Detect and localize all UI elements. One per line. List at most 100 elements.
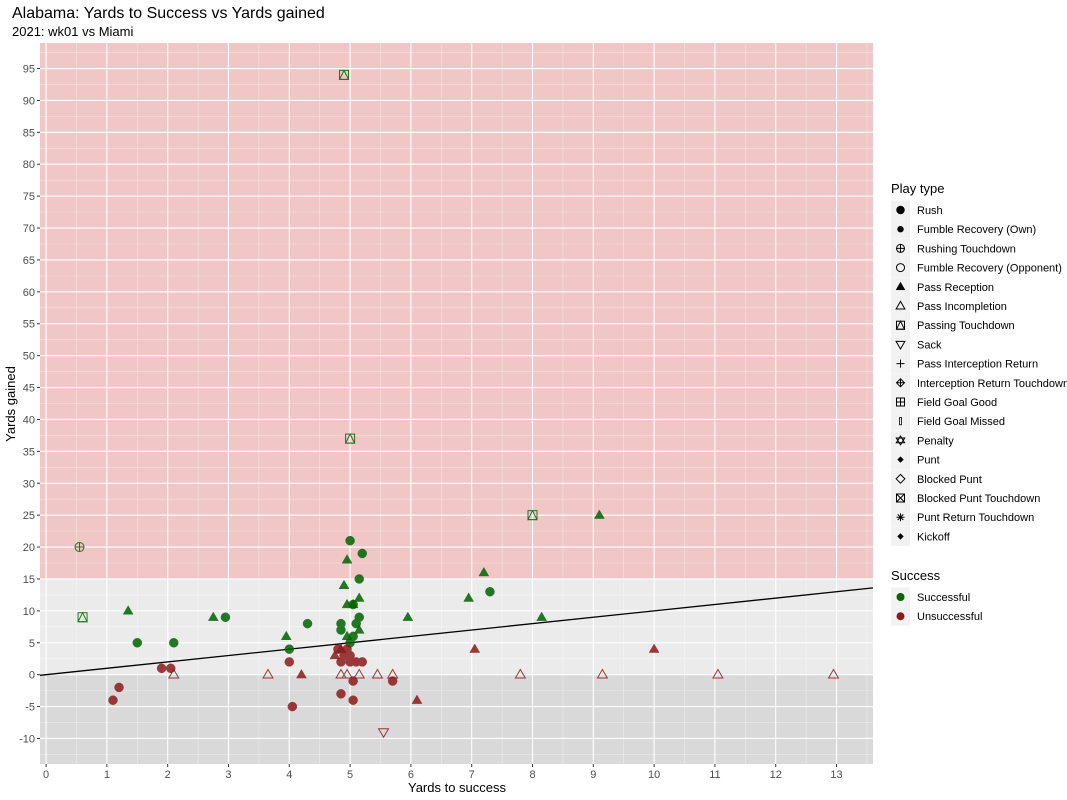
y-tick-label: 60 xyxy=(23,287,35,299)
data-point xyxy=(348,676,358,686)
data-point xyxy=(469,643,481,653)
y-tick-label: -10 xyxy=(19,733,35,745)
y-tick-label: 95 xyxy=(23,64,35,76)
x-tick-label: 7 xyxy=(469,769,475,781)
x-tick-label: 8 xyxy=(529,769,535,781)
series-rushing-touchdown xyxy=(74,542,85,553)
legend-label: Rush xyxy=(917,205,943,217)
y-tick-label: -5 xyxy=(25,702,35,714)
data-point xyxy=(156,663,167,674)
data-point xyxy=(329,649,341,660)
y-tick-label: 35 xyxy=(23,446,35,458)
x-tick-label: 13 xyxy=(830,769,842,781)
square-part xyxy=(896,493,905,503)
series-pass-reception xyxy=(122,509,605,641)
legend-key xyxy=(891,430,910,450)
data-point xyxy=(336,657,346,667)
legend-symbol xyxy=(895,435,906,446)
data-point xyxy=(377,728,390,739)
legend-symbol xyxy=(899,417,902,426)
y-tick-label: 75 xyxy=(23,191,35,203)
legend-key xyxy=(891,334,910,354)
data-point xyxy=(280,630,292,641)
data-point xyxy=(596,668,609,679)
background-band xyxy=(40,43,873,579)
y-tick-label: 90 xyxy=(23,95,35,107)
legend-label: Passing Touchdown xyxy=(917,320,1015,332)
data-point xyxy=(463,592,475,602)
data-point xyxy=(353,592,365,602)
plus-part xyxy=(896,244,905,253)
legend-label: Interception Return Touchdown xyxy=(917,378,1067,390)
y-tick-label: 30 xyxy=(23,478,35,490)
legend-symbol xyxy=(896,513,905,522)
legend-label: Fumble Recovery (Own) xyxy=(917,224,1036,236)
legend-label: Successful xyxy=(917,592,970,604)
data-point xyxy=(335,643,347,653)
legend-label: Punt Return Touchdown xyxy=(917,512,1034,524)
triangle-part xyxy=(895,320,906,330)
data-point xyxy=(353,668,366,679)
x-tick-label: 10 xyxy=(648,769,660,781)
data-point xyxy=(386,668,399,679)
data-point xyxy=(122,605,134,615)
triangle-part xyxy=(77,611,88,623)
legend-symbol xyxy=(895,320,906,330)
data-point xyxy=(284,644,295,654)
legend-key xyxy=(891,411,910,431)
data-point xyxy=(357,657,368,667)
data-point xyxy=(132,638,143,648)
data-point xyxy=(287,701,298,712)
data-point xyxy=(220,612,231,622)
legend: Play type Rush Fumble Recovery (Own) Rushin… xyxy=(891,181,1067,626)
legend-label: Pass Interception Return xyxy=(917,359,1038,371)
x-tick-label: 4 xyxy=(286,769,292,781)
y-tick-label: 65 xyxy=(23,255,35,267)
legend-label: Blocked Punt xyxy=(917,474,982,486)
data-point xyxy=(165,663,176,674)
legend-symbol xyxy=(896,243,905,253)
y-tick-label: 70 xyxy=(23,223,35,235)
legend-label: Field Goal Good xyxy=(917,397,997,409)
x-tick-label: 5 xyxy=(347,769,353,781)
data-point xyxy=(387,676,398,686)
data-point xyxy=(284,657,295,667)
legend-symbol xyxy=(896,359,905,368)
data-point xyxy=(712,668,724,679)
legend-label: Pass Reception xyxy=(917,282,994,294)
data-point xyxy=(347,598,359,609)
plot-panel xyxy=(39,43,874,764)
series-sack xyxy=(377,728,390,739)
plus-part xyxy=(896,398,905,406)
x-tick-label: 2 xyxy=(165,769,171,781)
series-pass-reception xyxy=(296,643,660,704)
triangle-part xyxy=(338,69,350,80)
x-axis-title: Yards to success xyxy=(408,780,507,795)
data-point xyxy=(338,69,350,80)
data-point xyxy=(74,542,85,553)
legend-label: Sack xyxy=(917,339,942,351)
x-tick-label: 9 xyxy=(590,769,596,781)
data-points xyxy=(74,69,840,739)
data-point xyxy=(345,535,355,546)
data-point xyxy=(514,668,527,679)
legend-symbol xyxy=(896,205,905,215)
x-tick-label: 11 xyxy=(709,769,720,781)
legend-symbol xyxy=(895,340,906,350)
y-tick-label: 0 xyxy=(29,670,35,682)
data-point xyxy=(108,695,118,705)
data-point xyxy=(371,668,384,679)
y-tick-label: 40 xyxy=(23,414,35,426)
y-tick-label: 85 xyxy=(23,127,35,139)
legend-symbol xyxy=(895,281,906,291)
trend-line xyxy=(39,587,874,676)
data-point xyxy=(207,611,219,621)
legend-symbol xyxy=(896,263,905,273)
y-tick-label: 5 xyxy=(29,638,35,650)
legend-symbol xyxy=(896,493,905,503)
data-point xyxy=(296,668,307,679)
data-point xyxy=(336,689,346,699)
legend-label: Rushing Touchdown xyxy=(917,243,1016,255)
data-point xyxy=(411,694,423,704)
